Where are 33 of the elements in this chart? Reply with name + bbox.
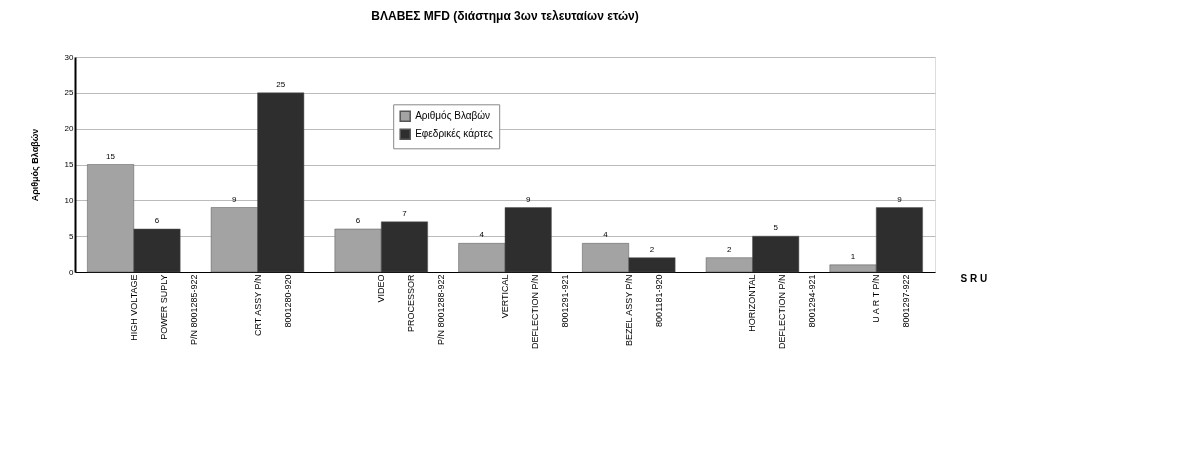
data-label: 4	[603, 230, 609, 240]
data-label: 6	[355, 216, 361, 225]
data-label: 5	[773, 223, 779, 233]
y-tick-label: 15	[64, 160, 75, 169]
data-label: 6	[154, 216, 160, 225]
legend-label: Εφεδρικές κάρτες	[415, 128, 493, 140]
data-label: 9	[232, 194, 238, 204]
category-label: BEZEL ASSY P/N 8001181-920	[623, 274, 664, 347]
data-label: 4	[479, 230, 485, 240]
y-tick-label: 0	[69, 267, 75, 277]
data-label: 15	[106, 151, 116, 161]
data-label: 9	[525, 194, 531, 204]
data-label: 2	[727, 244, 733, 254]
legend-label: Αριθμός Βλαβών	[415, 110, 491, 122]
data-label: 7	[402, 208, 408, 218]
category-label: HIGH VOLTAGE POWER SUPLY P/N 8001285-922	[128, 274, 199, 346]
data-label: 2	[649, 244, 655, 254]
data-label: 25	[276, 79, 286, 89]
category-label: U A R T P/N 8001297-922	[871, 274, 912, 328]
data-label: 1	[850, 251, 856, 261]
y-tick-label: 30	[64, 52, 75, 62]
category-label: VERTICAL DEFLECTION P/N 8001291-921	[500, 274, 570, 350]
y-tick-label: 10	[64, 195, 75, 205]
chart-title: ΒΛΑΒΕΣ MFD (διάστημα 3ων τελευταίων ετών)	[371, 9, 639, 23]
y-tick-label: 25	[64, 88, 75, 98]
x-axis-title: S R U	[960, 272, 988, 284]
y-axis-title: Αριθμός Βλαβών	[29, 128, 40, 202]
data-label: 9	[897, 194, 903, 204]
category-label: VIDEO PROCESSOR P/N 8001288-922	[376, 274, 447, 346]
y-tick-label: 20	[64, 124, 75, 134]
category-label: CRT ASSY P/N 8001280-920	[252, 274, 293, 337]
category-label: HORIZONTAL DEFLECTION P/N 8001294-921	[747, 274, 818, 350]
y-tick-label: 5	[69, 231, 75, 241]
